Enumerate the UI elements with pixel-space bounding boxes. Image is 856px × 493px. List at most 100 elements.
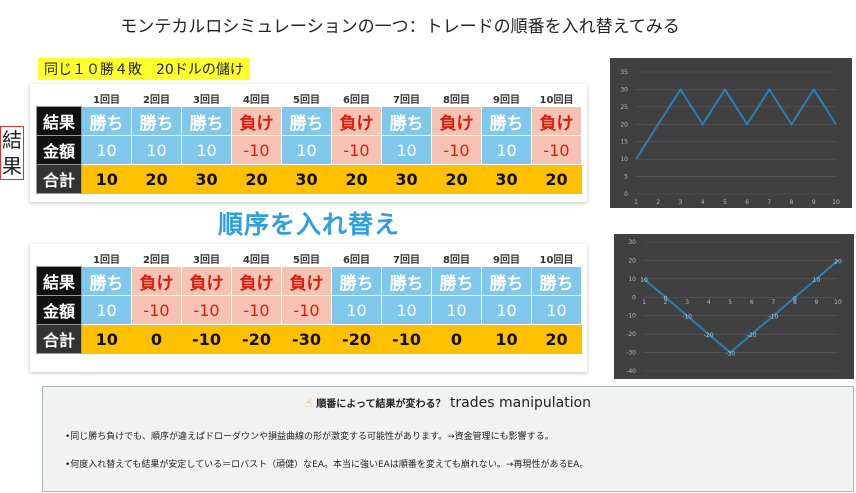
x-tick-label: 5 [728,299,732,306]
row-label-result: 結果 [36,106,82,136]
amount-cell: 10 [481,295,532,325]
total-cell: 30 [181,164,232,194]
amount-cell: 10 [331,295,382,325]
result-cell: 勝ち [81,266,132,296]
side-label-char: 果 [2,154,22,178]
total-cell: 0 [131,324,182,354]
side-label: 結 果 [0,126,24,180]
data-label: 0 [664,295,668,302]
total-cell: 20 [131,164,182,194]
trade-header: 6回目 [343,94,370,106]
note-heading: ☝ 順番によって結果が変わる？ trades manipulation [43,395,853,411]
note-line: •同じ勝ち負けでも、順序が違えばドローダウンや損益曲線の形が激変する可能性があり… [65,432,554,442]
result-cell: 勝ち [381,266,432,296]
data-label: 10 [813,277,821,284]
amount-cell: 10 [81,295,132,325]
x-tick-label: 4 [701,199,705,206]
total-cell: -30 [281,324,332,354]
x-tick-label: 8 [793,299,797,306]
amount-row: 金額 10 10 10 -10 10 -10 10 -10 10 -10 [36,135,582,165]
y-tick-label: -30 [626,350,636,357]
row-label-result: 結果 [36,266,82,296]
result-cell: 勝ち [431,266,482,296]
corner-cell [37,90,82,107]
result-row: 結果 勝ち 負け 負け 負け 負け 勝ち 勝ち 勝ち 勝ち 勝ち [36,266,582,296]
y-tick-label: 20 [628,257,636,264]
y-tick-label: 25 [620,104,628,111]
amount-cell: 10 [381,295,432,325]
equity-chart-original: 0 5 10 15 20 25 30 35 1 2 3 4 5 6 7 8 9 10 [610,58,852,208]
x-tick-label: 7 [767,199,771,206]
data-label: -10 [682,314,692,321]
reorder-label: 順序を入れ替え [218,210,401,239]
trade-header: 6回目 [343,254,370,266]
y-tick-label: 20 [620,121,628,128]
row-label-total: 合計 [36,324,82,354]
x-tick-label: 2 [664,299,668,306]
trade-header: 9回目 [493,94,520,106]
series-line [635,87,837,160]
trade-header: 1回目 [93,254,120,266]
amount-cell: 10 [481,135,532,165]
result-cell: 負け [281,266,332,296]
x-tick-label: 7 [771,299,775,306]
result-cell: 負け [181,266,232,296]
result-cell: 勝ち [131,106,182,136]
y-tick-label: 10 [620,156,628,163]
result-cell: 勝ち [281,106,332,136]
note-box: ☝ 順番によって結果が変わる？ trades manipulation •同じ勝ち… [42,386,854,492]
trade-header: 3回目 [193,94,220,106]
note-heading-en: trades manipulation [449,395,592,411]
y-tick-label: -10 [626,313,636,320]
amount-row: 金額 10 -10 -10 -10 -10 10 10 10 10 10 [36,295,582,325]
data-label: 10 [640,277,648,284]
amount-cell: -10 [531,135,582,165]
y-tick-label: 5 [624,174,628,181]
y-tick-label: 15 [620,139,628,146]
row-label-amount: 金額 [36,135,82,165]
total-cell: 10 [81,164,132,194]
pointing-finger-icon: ☝ [304,396,313,410]
result-cell: 勝ち [481,266,532,296]
total-cell: -20 [331,324,382,354]
trade-header: 7回目 [393,254,420,266]
result-cell: 勝ち [331,266,382,296]
equity-chart-reordered: -40 -30 -20 -10 0 10 20 30 1 2 3 4 5 6 7 8 9 10 10 0 -10 -20 -… [614,234,854,379]
x-tick-label: 1 [642,299,646,306]
total-cell: 10 [81,324,132,354]
result-cell: 勝ち [481,106,532,136]
result-cell: 勝ち [81,106,132,136]
total-cell: -20 [231,324,282,354]
x-tick-label: 1 [634,199,638,206]
amount-cell: -10 [331,135,382,165]
result-cell: 負け [231,266,282,296]
amount-cell: -10 [131,295,182,325]
trade-table: 1回目 2回目 3回目 4回目 5回目 6回目 7回目 8回目 9回目 10回目… [36,250,582,354]
line-chart: 0 5 10 15 20 25 30 35 1 2 3 4 5 6 7 8 9 10 [620,69,840,206]
total-cell: -10 [381,324,432,354]
side-label-char: 結 [2,128,22,152]
line-chart: -40 -30 -20 -10 0 10 20 30 1 2 3 4 5 6 7 8 9 10 10 0 -10 -20 -… [626,239,842,375]
total-row: 合計 10 20 30 20 30 20 30 20 30 20 [36,164,582,194]
trade-header: 2回目 [143,94,170,106]
result-cell: 負け [231,106,282,136]
x-tick-label: 10 [834,299,842,306]
x-tick-label: 9 [815,299,819,306]
total-cell: 20 [431,164,482,194]
x-tick-label: 2 [656,199,660,206]
x-tick-label: 6 [745,199,749,206]
amount-cell: 10 [81,135,132,165]
amount-cell: -10 [431,135,482,165]
total-row: 合計 10 0 -10 -20 -30 -20 -10 0 10 20 [36,324,582,354]
result-cell: 負け [431,106,482,136]
total-cell: 20 [331,164,382,194]
result-cell: 勝ち [381,106,432,136]
trade-header: 3回目 [193,254,220,266]
trade-table-original: 1回目 2回目 3回目 4回目 5回目 6回目 7回目 8回目 9回目 10回目… [30,84,587,202]
trade-header: 4回目 [243,94,270,106]
amount-cell: 10 [431,295,482,325]
y-tick-label: 0 [632,294,636,301]
total-cell: 10 [481,324,532,354]
total-cell: 30 [281,164,332,194]
note-heading-jp: 順番によって結果が変わる？ [316,399,446,410]
